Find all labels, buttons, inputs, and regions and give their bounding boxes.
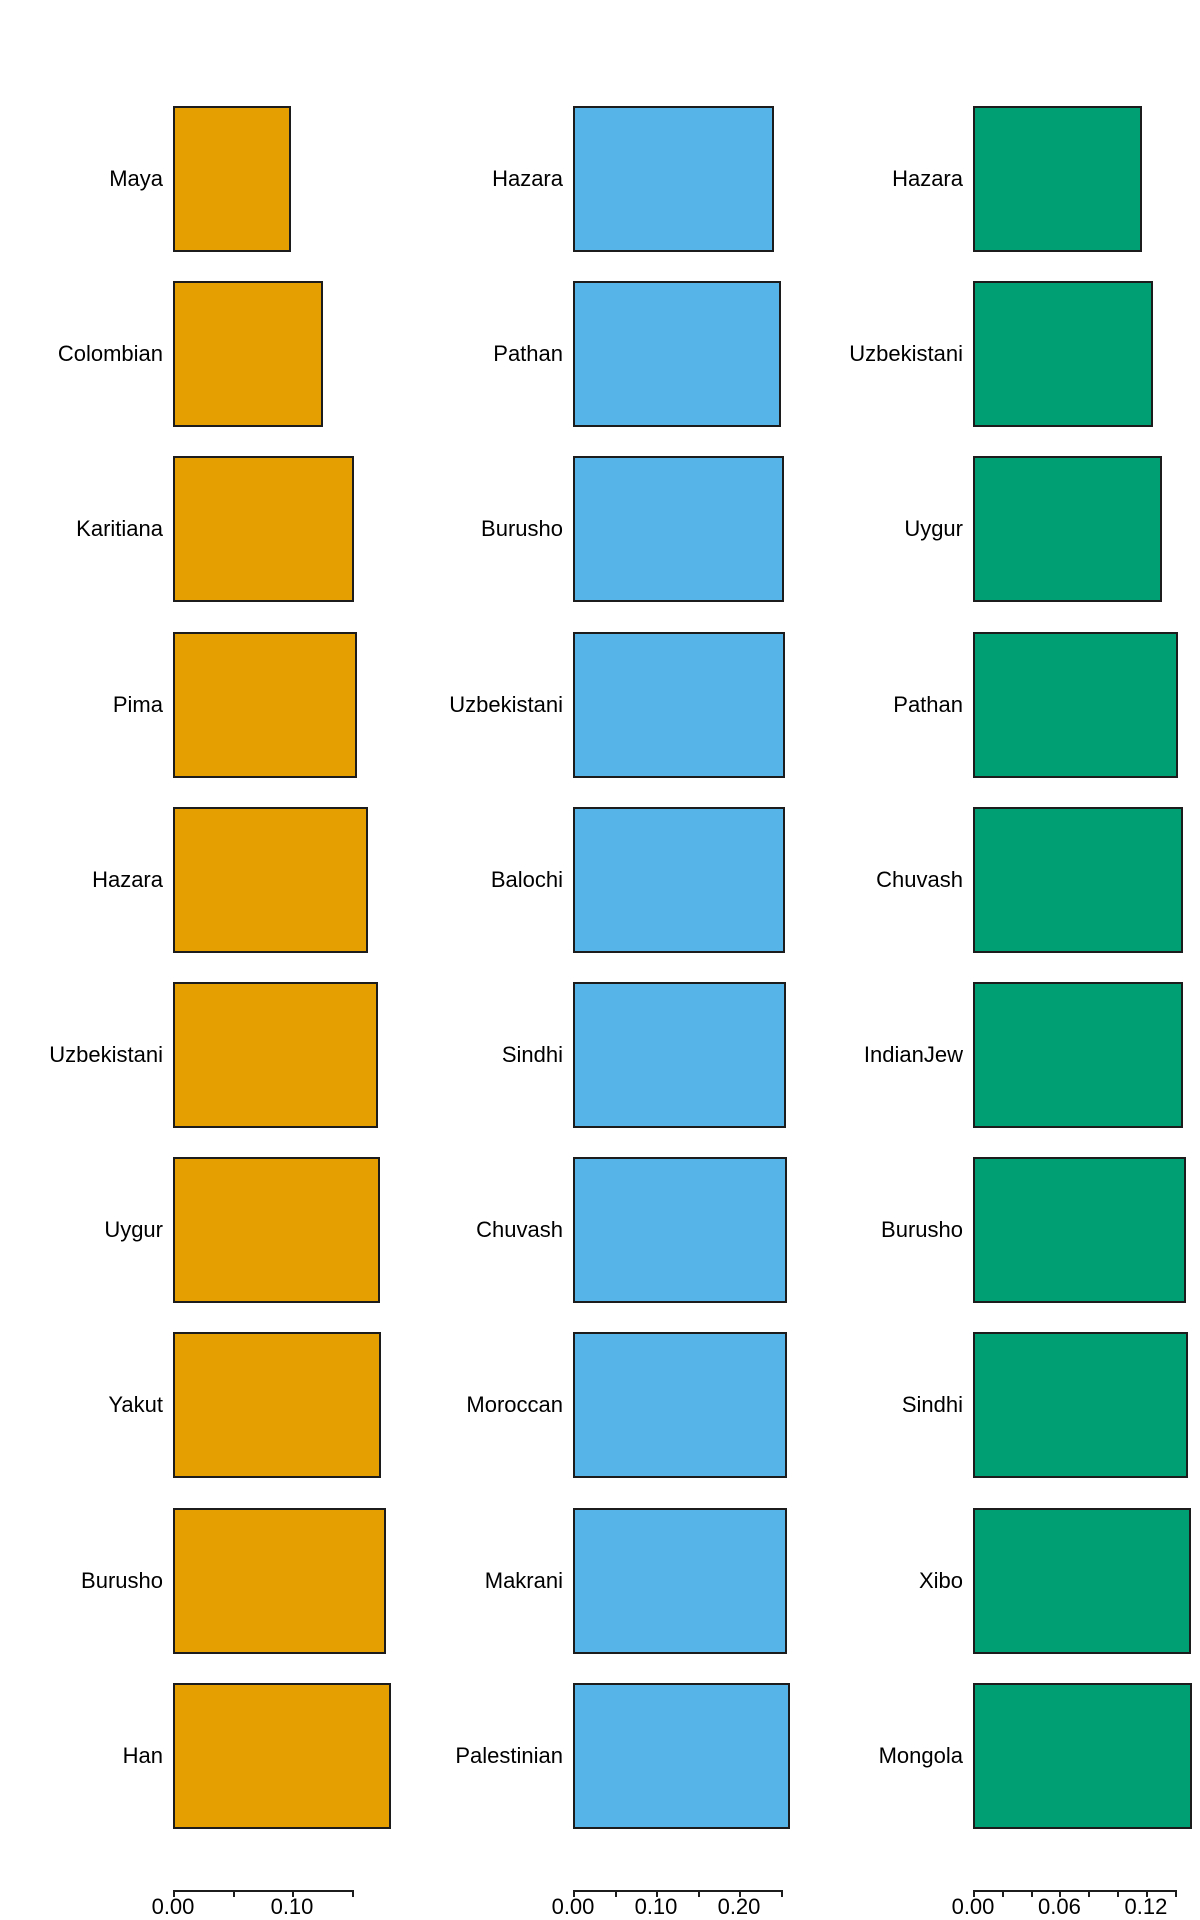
x-axis-tick <box>1030 1892 1033 1897</box>
bar-burusho <box>573 456 784 603</box>
bar-uzbekistani <box>973 281 1154 428</box>
bar-label-uzbekistani: Uzbekistani <box>449 691 563 717</box>
bar-label-uzbekistani: Uzbekistani <box>49 1042 163 1067</box>
bar-label-colombian: Colombian <box>57 341 163 367</box>
bar-label-mongola: Mongola <box>878 1742 963 1768</box>
bar-label-hazara: Hazara <box>492 166 563 191</box>
bar-label-xibo: Xibo <box>918 1567 963 1593</box>
bar-label-indianjew: IndianJew <box>863 1042 963 1067</box>
x-axis-tick-label: 0.00 <box>151 1894 195 1919</box>
x-axis-tick-label: 0.10 <box>270 1894 314 1919</box>
bar-label-maya: Maya <box>109 166 163 191</box>
x-axis-tick-label: 0.00 <box>951 1894 995 1919</box>
bar-makrani <box>573 1507 788 1654</box>
x-axis-tick-label: 0.20 <box>717 1894 761 1919</box>
bar-uygur <box>973 456 1162 603</box>
bar-label-makrani: Makrani <box>484 1567 563 1593</box>
bar-label-hazara: Hazara <box>892 166 963 191</box>
bar-label-pathan: Pathan <box>493 341 563 367</box>
bar-mongola <box>973 1682 1193 1829</box>
x-axis-tick <box>614 1892 617 1897</box>
bar-burusho <box>973 1157 1187 1304</box>
bar-hazara <box>973 106 1142 252</box>
bar-label-sindhi: Sindhi <box>901 1392 963 1418</box>
bar-label-chuvash: Chuvash <box>476 1217 563 1243</box>
x-axis-tick <box>573 1892 575 1897</box>
x-axis-tick <box>1117 1892 1120 1897</box>
x-axis-tick <box>1174 1892 1177 1897</box>
bar-label-karitiana: Karitiana <box>76 516 163 542</box>
bar-yakut <box>173 1332 382 1479</box>
bar-label-moroccan: Moroccan <box>466 1392 563 1418</box>
x-axis-line <box>173 1890 354 1892</box>
bar-palestinian <box>573 1682 791 1829</box>
bar-sindhi <box>573 982 787 1128</box>
bar-uygur <box>173 1157 381 1304</box>
bar-han <box>173 1682 391 1829</box>
bar-moroccan <box>573 1332 788 1479</box>
x-axis-tick <box>292 1892 294 1897</box>
bar-label-yakut: Yakut <box>108 1392 163 1418</box>
bar-label-han: Han <box>122 1742 163 1768</box>
bar-burusho <box>173 1507 386 1654</box>
bar-label-palestinian: Palestinian <box>455 1742 563 1768</box>
bar-maya <box>173 106 291 252</box>
bar-label-burusho: Burusho <box>481 516 563 542</box>
x-axis-tick <box>656 1892 658 1897</box>
bar-label-uygur: Uygur <box>104 1217 163 1243</box>
bar-uzbekistani <box>173 982 378 1128</box>
bar-hazara <box>173 806 369 953</box>
bar-karitiana <box>173 456 354 603</box>
x-axis-tick <box>1145 1892 1148 1897</box>
x-axis-line <box>973 1890 1177 1892</box>
x-axis-tick <box>697 1892 700 1897</box>
bar-label-pathan: Pathan <box>893 691 963 717</box>
x-axis-tick-label: 0.00 <box>551 1894 595 1919</box>
bar-label-sindhi: Sindhi <box>501 1042 563 1067</box>
bar-hazara <box>573 106 774 252</box>
bar-pathan <box>573 281 782 428</box>
x-axis-tick-label: 0.10 <box>634 1894 678 1919</box>
x-axis-tick <box>1059 1892 1062 1897</box>
bar-pathan <box>973 631 1178 778</box>
bar-indianjew <box>973 982 1184 1128</box>
x-axis-tick <box>351 1892 354 1897</box>
x-axis-tick <box>973 1892 975 1897</box>
bar-label-burusho: Burusho <box>881 1217 963 1243</box>
x-axis-tick <box>1088 1892 1091 1897</box>
bar-label-hazara: Hazara <box>92 866 163 892</box>
bar-colombian <box>173 281 323 428</box>
bar-label-uygur: Uygur <box>904 516 963 542</box>
bar-label-pima: Pima <box>112 691 163 717</box>
bar-label-burusho: Burusho <box>81 1567 163 1593</box>
bar-sindhi <box>973 1332 1188 1479</box>
x-axis-tick <box>739 1892 741 1897</box>
bar-label-balochi: Balochi <box>490 866 563 892</box>
x-axis-tick-label: 0.06 <box>1038 1894 1081 1919</box>
bar-chuvash <box>573 1157 788 1304</box>
x-axis-tick <box>232 1892 235 1897</box>
bar-label-uzbekistani: Uzbekistani <box>849 341 963 367</box>
bar-uzbekistani <box>573 631 786 778</box>
x-axis-tick <box>1001 1892 1004 1897</box>
bar-balochi <box>573 806 786 953</box>
bar-xibo <box>973 1507 1191 1654</box>
x-axis-tick <box>173 1892 175 1897</box>
x-axis-tick <box>780 1892 783 1897</box>
x-axis-tick-label: 0.12 <box>1124 1894 1168 1919</box>
x-axis-line <box>573 1890 783 1892</box>
bar-chuvash <box>973 806 1184 953</box>
bar-label-chuvash: Chuvash <box>876 866 963 892</box>
bar-pima <box>173 631 358 778</box>
